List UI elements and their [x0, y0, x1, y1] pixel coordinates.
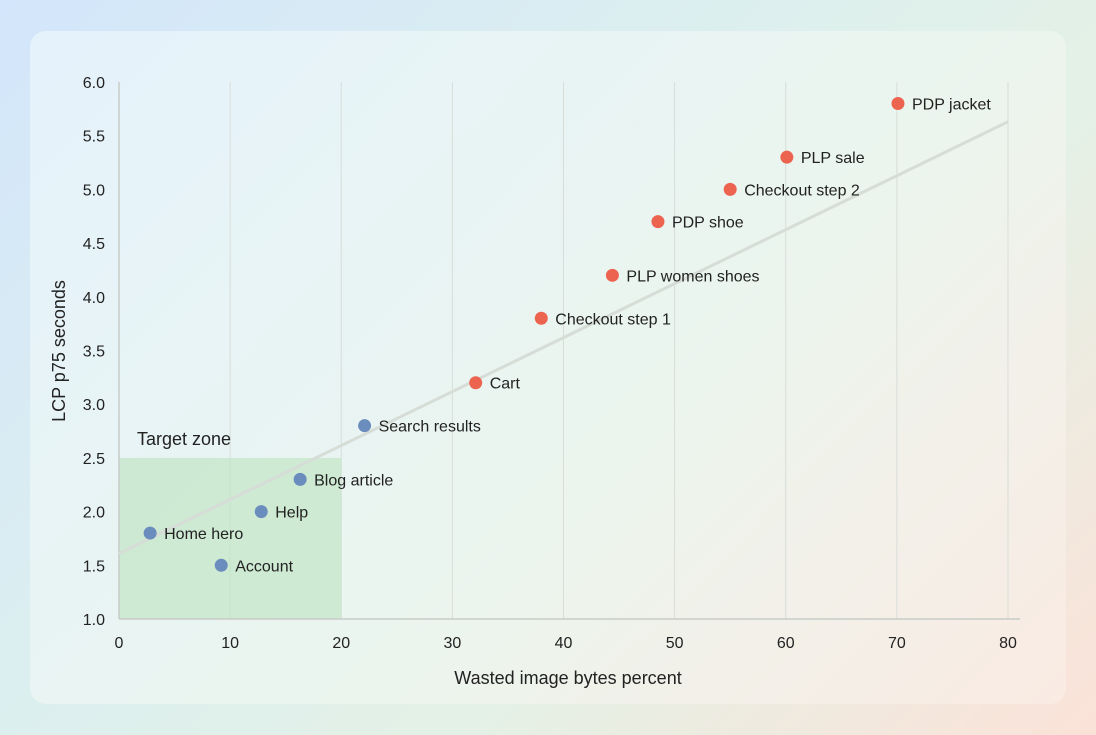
y-axis-label: LCP p75 seconds	[49, 280, 69, 422]
point-marker	[143, 526, 157, 540]
point-marker	[780, 150, 794, 164]
point-label: Checkout step 2	[744, 182, 860, 199]
point-label: Account	[235, 558, 293, 575]
point-marker	[534, 311, 548, 325]
point-label: PDP shoe	[672, 215, 744, 232]
points: Home hero Account Help Blog article Search r…	[143, 96, 991, 575]
trend-line	[118, 120, 1009, 555]
y-tick-label: 2.5	[83, 451, 105, 468]
point-marker	[358, 419, 372, 433]
x-tick-label: 40	[555, 635, 573, 652]
data-point: PLP women shoes	[605, 268, 760, 285]
data-point: Cart	[469, 376, 520, 393]
point-label: PLP sale	[801, 150, 865, 167]
point-marker	[605, 268, 619, 282]
point-marker	[254, 505, 268, 519]
point-marker	[723, 182, 737, 196]
data-point: Account	[214, 558, 294, 575]
point-label: Search results	[379, 419, 481, 436]
x-tick-label: 20	[332, 635, 350, 652]
point-marker	[891, 96, 905, 110]
x-tick-label: 80	[999, 635, 1017, 652]
point-label: Home hero	[164, 526, 243, 543]
point-label: PDP jacket	[912, 96, 991, 113]
y-tick-label: 1.0	[83, 612, 105, 629]
target-zone-label: Target zone	[137, 429, 231, 449]
point-marker	[214, 558, 228, 572]
data-point: PLP sale	[780, 150, 865, 167]
data-point: Help	[254, 505, 308, 522]
y-tick-label: 4.5	[83, 236, 105, 253]
y-tick-label: 6.0	[83, 75, 105, 92]
point-marker	[293, 472, 307, 486]
axes: 0 10 20 30 40 50 60 70 80 1.0 1.5 2.0 2.5 3.0 3.5 4.0 4.…	[83, 75, 1020, 652]
point-marker	[651, 215, 665, 229]
x-tick-label: 50	[666, 635, 684, 652]
data-point: Checkout step 2	[723, 182, 860, 199]
data-point: Checkout step 1	[534, 311, 671, 328]
point-label: Cart	[490, 376, 521, 393]
data-point: PDP jacket	[891, 96, 991, 113]
point-marker	[469, 376, 483, 390]
data-point: Blog article	[293, 472, 393, 489]
data-point: Search results	[358, 419, 481, 436]
point-label: Help	[275, 505, 308, 522]
point-label: Checkout step 1	[555, 311, 671, 328]
y-tick-label: 5.0	[83, 182, 105, 199]
grid	[229, 82, 1009, 619]
point-label: Blog article	[314, 472, 393, 489]
x-tick-label: 0	[115, 635, 124, 652]
y-tick-label: 4.0	[83, 290, 105, 307]
data-point: Home hero	[143, 526, 243, 543]
x-axis-label: Wasted image bytes percent	[454, 668, 681, 688]
x-tick-label: 60	[777, 635, 795, 652]
x-tick-label: 30	[443, 635, 461, 652]
target-zone	[119, 457, 342, 619]
y-tick-label: 1.5	[83, 558, 105, 575]
x-tick-label: 10	[221, 635, 239, 652]
y-tick-label: 3.5	[83, 344, 105, 361]
y-tick-label: 2.0	[83, 505, 105, 522]
point-label: PLP women shoes	[626, 268, 759, 285]
y-tick-label: 3.0	[83, 397, 105, 414]
data-point: PDP shoe	[651, 215, 744, 232]
y-tick-label: 5.5	[83, 129, 105, 146]
x-tick-label: 70	[888, 635, 906, 652]
